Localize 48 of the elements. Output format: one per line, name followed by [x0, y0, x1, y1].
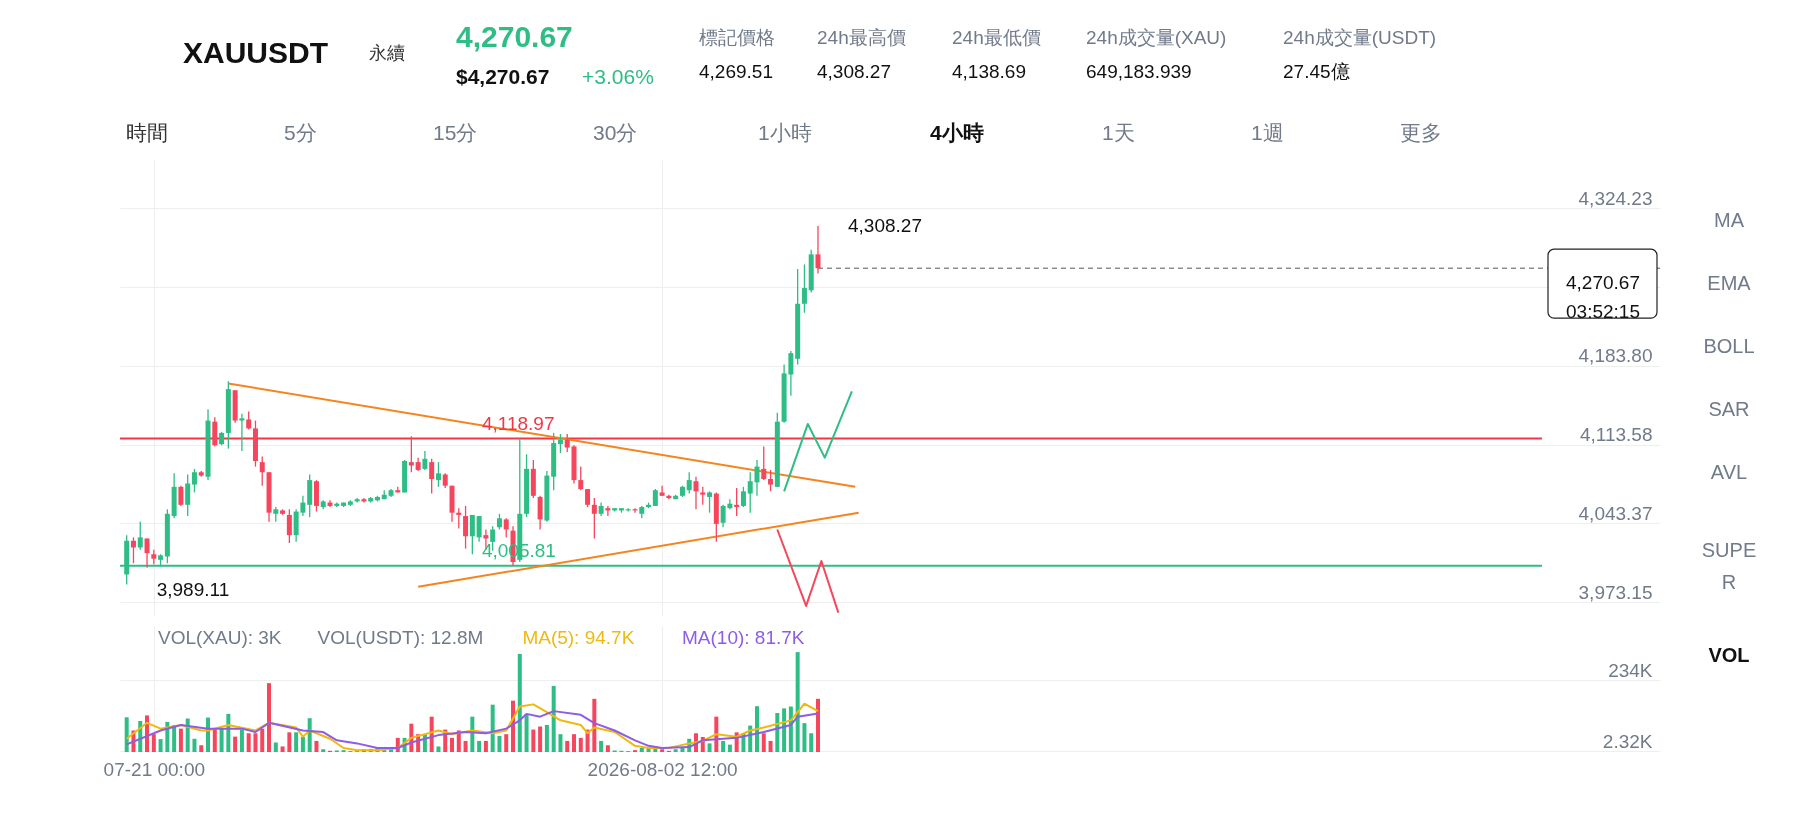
text: 30分	[593, 121, 638, 144]
text: 1小時	[758, 121, 812, 144]
text: 4,269.51	[699, 61, 773, 82]
text: BOLL	[1703, 335, 1755, 357]
text: 更多	[1400, 121, 1442, 144]
annotation: 3,989.11	[156, 579, 230, 601]
text: 時間	[126, 121, 168, 144]
text: EMA	[1707, 272, 1752, 294]
text: 4,308.27	[817, 61, 891, 82]
annotation: VOL(USDT): 12.8M	[317, 627, 484, 648]
text: 標記價格	[699, 27, 775, 48]
text: MA(5): 94.7K	[522, 627, 635, 648]
y-tick-label: 4,183.80	[1578, 345, 1653, 367]
text: SUPER	[1701, 539, 1757, 593]
text: AVL	[1710, 461, 1748, 483]
text: MA(10): 81.7K	[682, 627, 805, 648]
ref-line-label: 4,118.97	[481, 412, 555, 434]
text: 27.45億	[1283, 61, 1350, 82]
text: 4,138.69	[952, 61, 1026, 82]
x-tick-label: 07-21 00:00	[103, 758, 206, 780]
annotation: 4,308.27	[847, 214, 922, 236]
x-tick-label: 2026-08-02 12:00	[587, 758, 738, 780]
y-tick-label: 4,113.58	[1579, 424, 1653, 446]
text: 4小時	[930, 121, 984, 144]
text: 24h成交量(USDT)	[1283, 27, 1437, 48]
text: 4,270.67	[456, 20, 573, 53]
y-tick-label: 2.32K	[1602, 730, 1653, 752]
text: XAUUSDT	[183, 36, 329, 69]
text: MA	[1714, 209, 1745, 231]
text: 24h成交量(XAU)	[1086, 27, 1227, 48]
text: $4,270.67	[456, 65, 550, 88]
y-tick-label: 234K	[1608, 659, 1653, 681]
text: +3.06%	[582, 65, 654, 88]
text: SAR	[1708, 398, 1750, 420]
y-tick-label: 4,043.37	[1578, 502, 1653, 524]
text: VOL	[1708, 644, 1750, 666]
annotation: VOL(XAU): 3K	[158, 627, 282, 648]
text: 649,183.939	[1086, 61, 1192, 82]
text: 5分	[284, 121, 317, 144]
text: 24h最高價	[817, 27, 906, 48]
text: 24h最低價	[952, 27, 1041, 48]
y-tick-label: 3,973.15	[1578, 581, 1653, 603]
text: 1天	[1102, 121, 1135, 144]
text: 1週	[1251, 121, 1284, 144]
text: 永續	[369, 43, 405, 63]
ref-line-label: 4,270.67 03:52:15	[1566, 272, 1640, 323]
y-tick-label: 4,324.23	[1578, 187, 1653, 209]
text: 15分	[433, 121, 478, 144]
